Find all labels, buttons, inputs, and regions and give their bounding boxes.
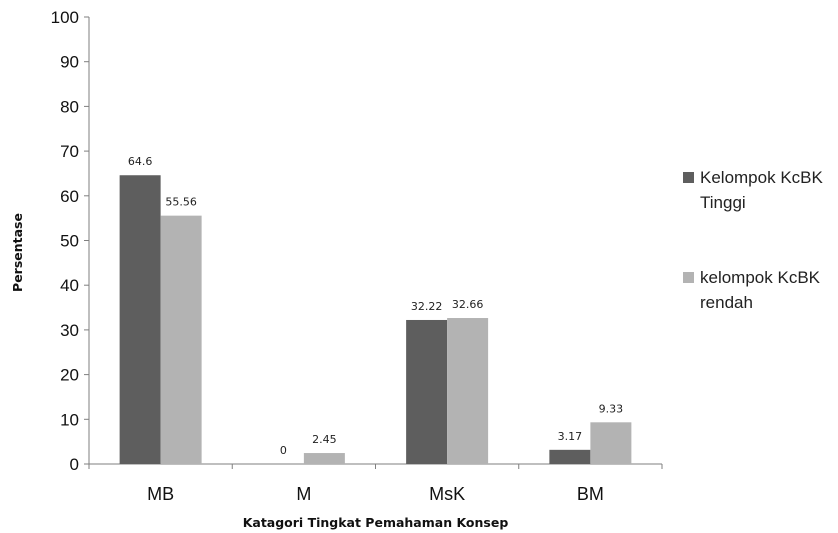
legend-swatch	[683, 172, 694, 183]
bar-rendah	[590, 422, 632, 464]
bar-rendah	[447, 318, 489, 464]
bar-tinggi	[119, 175, 161, 464]
bar-rendah	[303, 453, 345, 464]
data-label: 32.66	[452, 298, 484, 311]
data-label: 0	[280, 444, 287, 457]
bar-tinggi	[549, 449, 591, 464]
y-tick-label: 0	[70, 455, 79, 474]
y-tick-label: 10	[60, 410, 79, 429]
data-label: 32.22	[411, 300, 443, 313]
bars	[119, 175, 632, 464]
legend-label: kelompok KcBK	[700, 268, 821, 287]
y-tick-label: 20	[60, 366, 79, 385]
y-tick-label: 100	[51, 8, 79, 27]
y-axis: 0 10 20 30 40 50 60 70 80 90 100	[51, 8, 90, 474]
legend-label: rendah	[700, 293, 753, 312]
y-tick-label: 50	[60, 232, 79, 251]
data-label: 9.33	[599, 402, 624, 415]
y-tick-label: 90	[60, 53, 79, 72]
data-label: 64.6	[128, 155, 153, 168]
bar-rendah	[160, 215, 202, 464]
y-tick-label: 60	[60, 187, 79, 206]
legend-swatch	[683, 272, 694, 283]
x-axis: MB M MsK BM	[88, 463, 663, 504]
legend: Kelompok KcBK Tinggi kelompok KcBK rendah	[683, 168, 823, 312]
data-label: 2.45	[312, 433, 337, 446]
y-tick-label: 80	[60, 97, 79, 116]
y-tick-label: 70	[60, 142, 79, 161]
y-axis-title: Persentase	[10, 213, 25, 292]
x-axis-title: Katagori Tingkat Pemahaman Konsep	[243, 515, 509, 530]
y-tick-label: 40	[60, 276, 79, 295]
x-category-label: MB	[147, 484, 174, 504]
x-category-label: BM	[577, 484, 604, 504]
x-category-label: MsK	[429, 484, 465, 504]
data-label: 55.56	[165, 196, 197, 209]
legend-label: Kelompok KcBK	[700, 168, 823, 187]
x-category-label: M	[296, 484, 311, 504]
legend-label: Tinggi	[700, 193, 746, 212]
bar-tinggi	[406, 319, 448, 464]
data-label: 3.17	[558, 430, 583, 443]
data-labels: 64.6 0 32.22 3.17 55.56 2.45 32.66 9.33	[128, 155, 623, 457]
y-tick-label: 30	[60, 321, 79, 340]
